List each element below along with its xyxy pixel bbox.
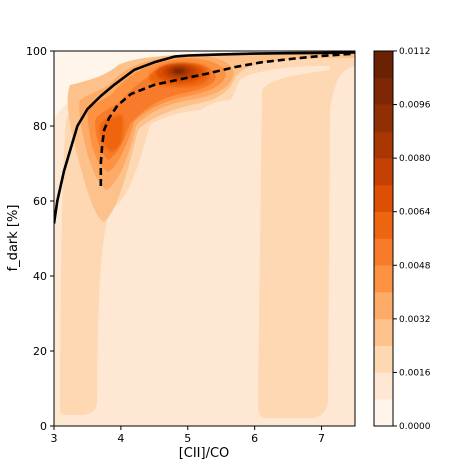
contour-level-6 — [100, 114, 124, 152]
colorbar-swatch — [374, 238, 393, 266]
y-tick-label: 100 — [26, 45, 47, 58]
x-axis-label: [CII]/CO — [179, 446, 230, 461]
x-tick-label: 6 — [251, 432, 258, 445]
series-line-solid — [54, 51, 355, 224]
x-tick-label: 3 — [51, 432, 58, 445]
x-tick-label: 4 — [117, 432, 124, 445]
series-line-dashed — [99, 52, 355, 186]
series-layer — [54, 51, 355, 224]
plot-frame — [53, 50, 356, 427]
colorbar-tick-label: 0.0016 — [399, 368, 431, 378]
colorbar-tick-label: 0.0032 — [399, 315, 431, 325]
colorbar-swatch — [374, 292, 393, 320]
colorbar-swatch — [374, 51, 393, 79]
colorbar-swatch — [374, 345, 393, 373]
y-tick-label: 0 — [40, 420, 47, 433]
y-tick-label: 40 — [33, 270, 47, 283]
colorbar-swatch — [374, 318, 393, 346]
colorbar-swatch — [374, 104, 393, 132]
x-tick-label: 7 — [318, 432, 325, 445]
contour-level-10 — [173, 68, 185, 74]
colorbar-tick-label: 0.0112 — [399, 47, 431, 57]
contour-fill-area — [54, 51, 355, 426]
y-axis-label: f_dark [%] — [6, 205, 21, 272]
colorbar-swatch — [374, 399, 393, 427]
colorbar-tick-label: 0.0080 — [399, 154, 431, 164]
colorbar-swatch — [374, 158, 393, 186]
colorbar-tick-label: 0.0048 — [399, 261, 431, 271]
x-tick-label: 5 — [184, 432, 191, 445]
y-axis: 0 20 40 60 80 100 — [26, 45, 54, 433]
colorbar-frame — [373, 50, 394, 427]
y-tick-label: 60 — [33, 195, 47, 208]
colorbar-swatch — [374, 77, 393, 105]
contour-level-5 — [95, 63, 216, 161]
colorbar-swatch — [374, 184, 393, 213]
colorbar-tick-label: 0.0064 — [399, 208, 431, 218]
y-tick-label: 20 — [33, 345, 47, 358]
colorbar-swatch — [374, 265, 393, 293]
y-tick-label: 80 — [33, 120, 47, 133]
colorbar: 0.0000 0.0016 0.0032 0.0048 0.0064 0.0080 0.00… — [373, 47, 431, 432]
colorbar-tick-label: 0.0000 — [399, 422, 431, 432]
colorbar-swatch — [374, 211, 393, 239]
colorbar-swatch — [374, 372, 393, 400]
x-axis: 3 4 5 6 7 — [51, 426, 325, 445]
colorbar-swatch — [374, 131, 393, 159]
colorbar-tick-label: 0.0096 — [399, 101, 431, 111]
